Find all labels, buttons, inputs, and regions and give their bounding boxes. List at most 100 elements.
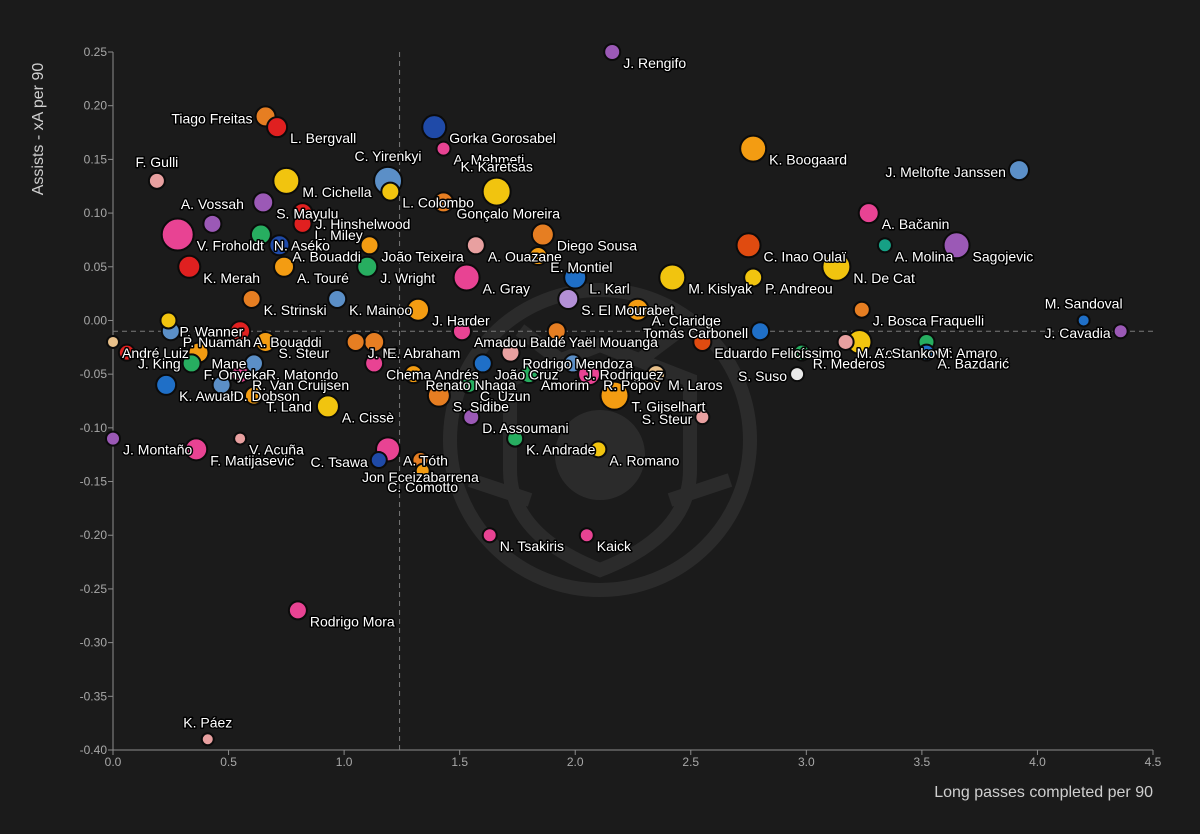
data-point [557, 287, 580, 310]
point-label: Eduardo Felicíssimo [714, 345, 841, 361]
point-label: N. Tsakiris [500, 538, 564, 554]
point-label: C. Tsawa [310, 454, 368, 470]
point-label: A. Ouazane [488, 248, 562, 264]
point-label: Rodrigo Mendoza [523, 356, 634, 372]
data-point [472, 353, 493, 374]
x-tick-label: 2.5 [682, 755, 699, 769]
x-tick-label: 3.0 [798, 755, 815, 769]
data-point [243, 385, 264, 406]
y-tick-label: 0.15 [84, 152, 108, 166]
data-point [836, 332, 855, 351]
point-label: D. Dobson [234, 388, 300, 404]
data-point [272, 166, 301, 195]
data-point [327, 288, 348, 309]
data-point [229, 320, 252, 343]
data-point [735, 232, 762, 259]
data-point [546, 321, 567, 342]
point-label: Kaick [597, 538, 632, 554]
data-point [181, 353, 202, 374]
point-label: L. Colombo [402, 195, 474, 211]
point-label: E. Montiel [550, 259, 612, 275]
data-point [160, 217, 195, 252]
point-label: A. Vossah [181, 196, 244, 212]
point-label: J. Harder [432, 313, 490, 329]
data-point [1112, 323, 1129, 340]
point-label: André Luiz [122, 345, 189, 361]
y-tick-label: 0.25 [84, 45, 108, 59]
data-point [465, 235, 486, 256]
point-label: Mane [212, 356, 247, 372]
point-label: J. Rengifo [623, 55, 686, 71]
y-tick-label: -0.25 [80, 582, 108, 596]
data-point [821, 251, 852, 282]
data-points [105, 43, 1129, 747]
point-label: K. Strinski [264, 302, 327, 318]
data-point [292, 213, 313, 234]
data-point [159, 311, 178, 330]
point-label: J. Wright [380, 270, 435, 286]
data-point [356, 255, 379, 278]
point-label: C. Yirenkyi [355, 148, 422, 164]
point-label: Gonçalo Moreira [456, 205, 560, 221]
data-point [369, 451, 388, 470]
x-tick-label: 4.5 [1145, 755, 1162, 769]
point-label: A. Cissè [342, 409, 394, 425]
x-axis-label: Long passes completed per 90 [934, 784, 1153, 801]
point-labels: J. Rengifo Tiago Freitas L. Bergvall Gorka … [121, 54, 1125, 732]
point-label: C. Uzun [480, 388, 531, 404]
point-label: E. Abraham [387, 345, 460, 361]
data-point [917, 343, 936, 362]
data-point [942, 231, 971, 260]
data-point [562, 353, 583, 374]
y-tick-label: -0.15 [80, 475, 108, 489]
point-label: C. Comotto [387, 479, 458, 495]
data-point [462, 408, 481, 427]
x-tick-label: 2.0 [567, 755, 584, 769]
x-tick-label: 0.0 [105, 755, 122, 769]
point-label: F. Matijasevic [210, 452, 294, 468]
data-point [117, 343, 136, 362]
point-label: R. Van Cruijsen [252, 377, 349, 393]
point-label: K. Mainoo [349, 302, 412, 318]
y-tick-label: -0.10 [80, 421, 108, 435]
x-tick-label: 1.5 [451, 755, 468, 769]
data-point [739, 134, 768, 163]
point-label: K. Karetsas [460, 159, 532, 175]
point-label: J. Bosca Fraquelli [873, 313, 984, 329]
point-label: L. Bergvall [290, 130, 356, 146]
data-point [287, 600, 308, 621]
data-point [252, 191, 275, 214]
point-label: M. Amaro [938, 345, 998, 361]
point-label: Diego Sousa [557, 238, 637, 254]
data-point [233, 431, 248, 446]
point-label: A. Bouaddi [292, 248, 361, 264]
point-label: M. Laros [668, 377, 722, 393]
point-label: S. Steur [642, 411, 693, 427]
x-tick-label: 0.5 [220, 755, 237, 769]
data-point [406, 297, 431, 322]
point-label: Amorim [541, 377, 589, 393]
data-point [273, 255, 296, 278]
data-point [646, 364, 667, 385]
data-point [530, 222, 555, 247]
point-label: Rodrigo Mora [310, 613, 395, 629]
point-label: F. Onyeka [204, 366, 267, 382]
data-point [106, 334, 120, 349]
data-point [435, 140, 452, 157]
point-label: A. Bazdarić [938, 356, 1010, 372]
point-label: A. Claridge [652, 313, 721, 329]
point-label: P. Wanner [179, 323, 243, 339]
data-point [692, 331, 713, 352]
point-label: J. Montaño [123, 442, 192, 458]
point-label: João Cruz [495, 366, 559, 382]
y-tick-label: -0.05 [80, 367, 108, 381]
point-label: K. Andrade [526, 442, 595, 458]
point-label: P. Nuamah [183, 334, 251, 350]
data-point [241, 288, 262, 309]
point-label: R. Popov [603, 377, 661, 393]
y-tick-label: 0.20 [84, 99, 108, 113]
data-point [268, 234, 291, 257]
point-label: J. Rodriguez [585, 366, 664, 382]
data-point [359, 235, 380, 256]
